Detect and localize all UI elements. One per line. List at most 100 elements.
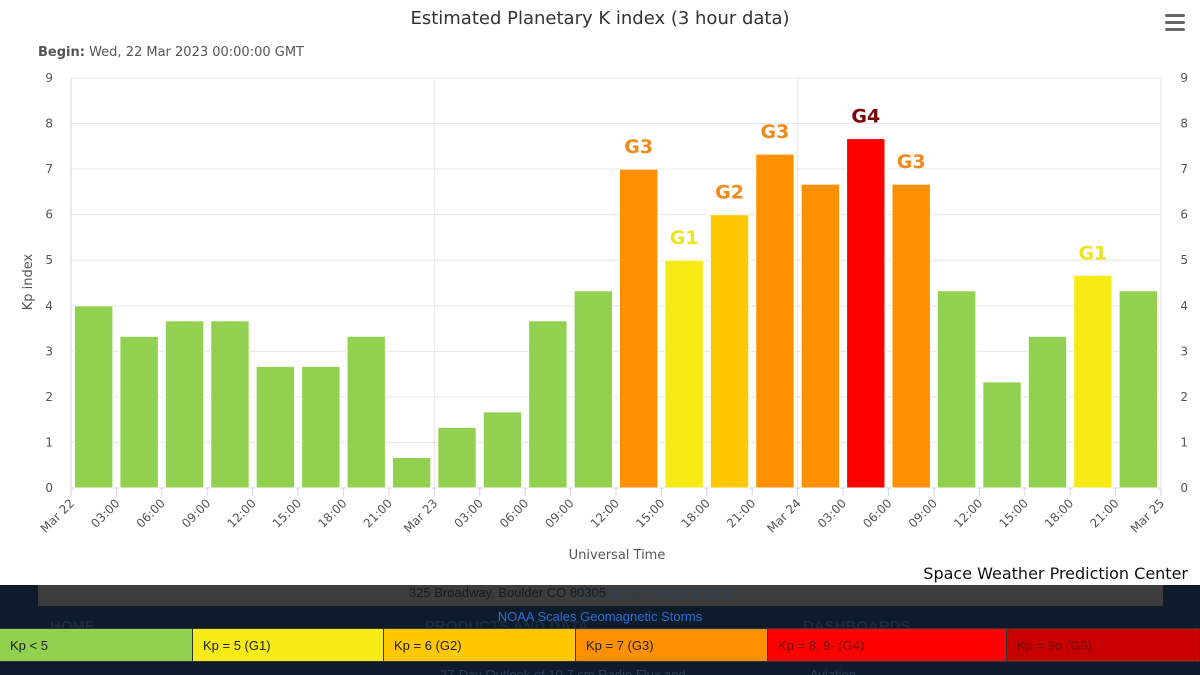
x-tick-label: 03:00 bbox=[815, 496, 849, 530]
hamburger-menu-icon[interactable] bbox=[1163, 14, 1187, 34]
y-tick-label-right: 2 bbox=[1180, 390, 1188, 404]
y-tick-label-right: 3 bbox=[1180, 344, 1188, 358]
x-tick-label: 21:00 bbox=[361, 496, 395, 530]
footer-address: 325 Broadway, Boulder CO 80305 bbox=[408, 585, 607, 600]
y-tick-label-left: 4 bbox=[45, 299, 53, 313]
legend-item-g3: Kp = 7 (G3) bbox=[576, 629, 768, 661]
chart-svg: Estimated Planetary K index (3 hour data… bbox=[21, 8, 1188, 583]
x-tick-label: 12:00 bbox=[951, 496, 985, 530]
begin-value: Wed, 22 Mar 2023 00:00:00 GMT bbox=[85, 45, 304, 60]
kp-bar bbox=[119, 335, 159, 489]
chart-title: Estimated Planetary K index (3 hour data… bbox=[410, 8, 789, 29]
x-tick-label: 09:00 bbox=[179, 496, 213, 530]
begin-label: Begin: bbox=[38, 45, 85, 60]
noaa-scales-link[interactable]: NOAA Scales Geomagnetic Storms bbox=[497, 609, 703, 624]
y-tick-label-left: 2 bbox=[45, 390, 53, 404]
storm-level-label: G3 bbox=[761, 121, 790, 143]
storm-labels: G3 G1 G2 G3 G4 G3 G1 bbox=[624, 106, 1107, 265]
y-tick-label-left: 6 bbox=[45, 208, 53, 222]
y-tick-label-right: 5 bbox=[1180, 253, 1188, 267]
y-axis-title: Kp index bbox=[21, 253, 36, 310]
storm-level-label: G1 bbox=[670, 227, 699, 249]
kp-bar bbox=[800, 183, 841, 489]
y-tick-label-left: 9 bbox=[45, 71, 53, 85]
kp-bar bbox=[74, 305, 114, 489]
legend-item-g2: Kp = 6 (G2) bbox=[384, 629, 576, 661]
kp-bar bbox=[482, 411, 523, 489]
storm-level-label: G3 bbox=[897, 151, 926, 173]
kp-bar bbox=[755, 153, 795, 489]
bars bbox=[74, 138, 1159, 489]
x-tick-label: 21:00 bbox=[1087, 496, 1121, 530]
y-tick-label-right: 7 bbox=[1180, 162, 1188, 176]
footer-gray-band bbox=[38, 585, 1163, 606]
x-tick-label: 15:00 bbox=[270, 496, 304, 530]
kp-bar bbox=[437, 426, 477, 489]
x-tick-label: 09:00 bbox=[906, 496, 940, 530]
x-tick-label: 18:00 bbox=[315, 496, 349, 530]
legend-item-g4: Kp = 8, 9- (G4) bbox=[768, 629, 1007, 661]
kp-bar bbox=[619, 168, 659, 489]
kp-bar bbox=[664, 259, 704, 489]
legend-item-g0: Kp < 5 bbox=[0, 629, 193, 661]
legend-item-g5: Kp = 9o (G5) bbox=[1007, 629, 1200, 661]
kp-bar bbox=[255, 365, 296, 489]
kp-bar bbox=[1073, 274, 1113, 489]
menu-line bbox=[1165, 28, 1185, 31]
menu-line bbox=[1165, 21, 1185, 24]
kp-bar bbox=[210, 320, 250, 489]
x-tick-label: Mar 22 bbox=[38, 496, 77, 535]
kp-bar bbox=[391, 456, 432, 489]
y-tick-label-right: 6 bbox=[1180, 208, 1188, 222]
y-tick-label-left: 3 bbox=[45, 344, 53, 358]
y-tick-label-left: 5 bbox=[45, 253, 53, 267]
y-tick-label-left: 8 bbox=[45, 117, 53, 131]
x-tick-label: 06:00 bbox=[497, 496, 531, 530]
x-axis-title: Universal Time bbox=[569, 548, 666, 563]
page-footer: 2023-03-24T18:00:00.000Z 325 Broadway, B… bbox=[0, 585, 1200, 675]
x-tick-label: 15:00 bbox=[633, 496, 667, 530]
kp-bar bbox=[982, 381, 1022, 489]
x-tick-label: Mar 24 bbox=[764, 496, 803, 535]
storm-level-label: G2 bbox=[715, 182, 744, 204]
y-tick-label-left: 0 bbox=[45, 481, 53, 495]
kp-bar bbox=[1027, 335, 1068, 489]
bottom-ghost-link-1[interactable]: 27-Day Outlook of 10.7 cm Radio Flux and bbox=[440, 667, 686, 675]
y-tick-label-left: 1 bbox=[45, 435, 53, 449]
storm-level-label: G3 bbox=[624, 136, 653, 158]
kp-bar bbox=[1118, 290, 1159, 489]
x-tick-label: 18:00 bbox=[1042, 496, 1076, 530]
kp-bar bbox=[346, 335, 386, 489]
y-tick-label-right: 4 bbox=[1180, 299, 1188, 313]
x-tick-label: 03:00 bbox=[88, 496, 122, 530]
kp-bar bbox=[164, 320, 205, 489]
y-tick-label-right: 9 bbox=[1180, 71, 1188, 85]
kp-bar bbox=[573, 290, 613, 489]
kp-bar bbox=[528, 320, 568, 489]
storm-level-label: G4 bbox=[851, 106, 880, 128]
x-tick-label: 06:00 bbox=[860, 496, 894, 530]
kp-bar bbox=[709, 214, 750, 489]
credit-text: Space Weather Prediction Center bbox=[923, 564, 1188, 583]
y-tick-label-right: 1 bbox=[1180, 435, 1188, 449]
storm-level-label: G1 bbox=[1078, 242, 1107, 264]
bottom-ghost-link-2[interactable]: Aviation bbox=[810, 667, 857, 675]
x-tick-label: 09:00 bbox=[542, 496, 576, 530]
menu-line bbox=[1165, 14, 1185, 17]
kp-bar bbox=[846, 138, 886, 489]
x-tick-label: Mar 25 bbox=[1128, 496, 1167, 535]
y-tick-label-right: 8 bbox=[1180, 117, 1188, 131]
kp-legend: Kp < 5 Kp = 5 (G1) Kp = 6 (G2) Kp = 7 (G… bbox=[0, 628, 1200, 662]
kp-bar bbox=[301, 365, 341, 489]
kp-bar bbox=[891, 183, 931, 489]
legend-item-g1: Kp = 5 (G1) bbox=[193, 629, 384, 661]
kp-index-chart: Estimated Planetary K index (3 hour data… bbox=[21, 8, 1188, 583]
x-tick-label: 15:00 bbox=[997, 496, 1031, 530]
x-tick-label: 18:00 bbox=[679, 496, 713, 530]
ghost-timestamp: 2023-03-24T18:00:00.000Z bbox=[575, 587, 734, 602]
x-tick-label: 06:00 bbox=[134, 496, 168, 530]
y-tick-label-right: 0 bbox=[1180, 481, 1188, 495]
begin-date: Begin: Wed, 22 Mar 2023 00:00:00 GMT bbox=[38, 45, 304, 60]
x-tick-label: 03:00 bbox=[452, 496, 486, 530]
x-tick-label: 12:00 bbox=[588, 496, 622, 530]
